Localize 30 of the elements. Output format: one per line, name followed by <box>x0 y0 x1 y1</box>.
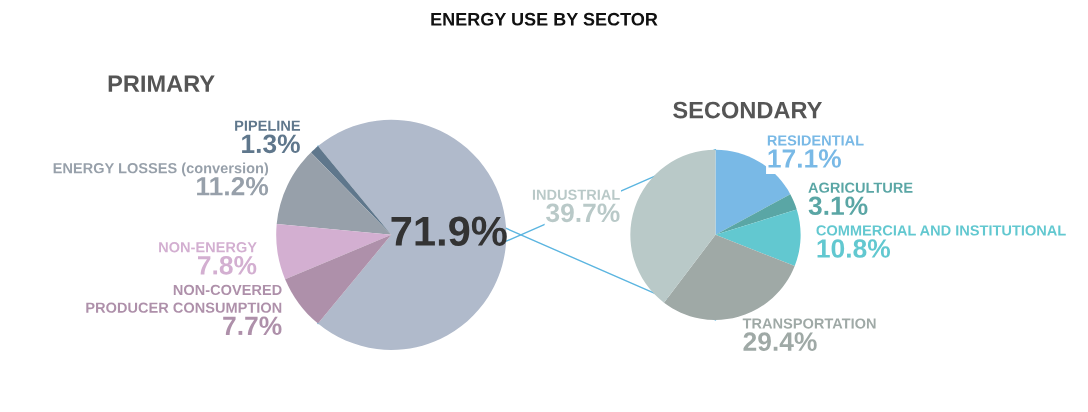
slice-label: COMMERCIAL AND INSTITUTIONAL <box>816 225 1066 236</box>
data-label: 39.7% <box>546 203 620 223</box>
slice-label: RESIDENTIAL <box>767 135 864 146</box>
data-label: 71.9% <box>391 216 507 247</box>
slice-label: PIPELINE <box>235 120 301 131</box>
slice-label: TRANSPORTATION <box>742 318 876 329</box>
data-label: 10.8% <box>817 239 891 258</box>
data-label: 17.1% <box>768 149 841 168</box>
pie-slice <box>276 152 392 235</box>
slice-label: NON-COVERED PRODUCER CONSUMPTION <box>86 284 282 313</box>
pie-slice <box>317 119 507 350</box>
slice-label: INDUSTRIAL <box>532 189 620 200</box>
slice-label: ENERGY LOSSES (conversion) <box>53 162 269 177</box>
slice-label: NON-ENERGY <box>159 242 257 253</box>
data-label: 29.4% <box>743 332 817 351</box>
pie-slice <box>715 194 797 235</box>
pie-slice <box>276 224 392 280</box>
data-label: 7.7% <box>223 316 282 336</box>
data-label: 3.1% <box>808 196 868 216</box>
text: ENERGY USE BY SECTOR <box>431 12 658 26</box>
chart-title: PRIMARY <box>108 75 215 92</box>
pie-slice <box>715 209 801 267</box>
pie-slice <box>663 234 795 320</box>
slice-label: AGRICULTURE <box>808 182 913 193</box>
data-label: 7.8% <box>198 255 257 275</box>
chart-title: SECONDARY <box>673 101 823 119</box>
pie-slice <box>630 149 716 303</box>
pie-slice <box>285 234 392 324</box>
data-label: 11.2% <box>197 176 269 196</box>
data-label: 1.3% <box>242 134 300 154</box>
